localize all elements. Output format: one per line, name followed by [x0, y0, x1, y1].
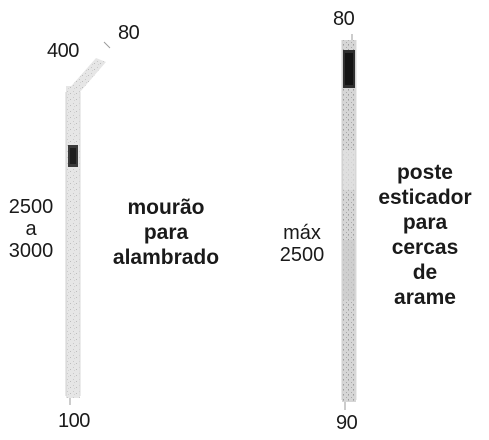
mourao-caption-line2: para	[143, 221, 189, 244]
poste-length-label: máx 2500	[276, 222, 328, 266]
poste-bottom-dimension: 90	[336, 412, 358, 434]
mourao-length-line3: 3000	[8, 240, 54, 262]
mourao-post	[65, 41, 111, 405]
mourao-bottom-dimension: 100	[58, 410, 90, 432]
poste-caption-line6: arame	[394, 286, 456, 309]
poste-caption-line4: cercas	[391, 236, 459, 259]
mourao-caption-line1: mourão	[127, 196, 205, 219]
poste-caption-line5: de	[412, 261, 438, 284]
mourao-length-label: 2500 a 3000	[4, 196, 58, 262]
mourao-top-arm	[66, 58, 106, 92]
poste-length-line2: 2500	[279, 244, 325, 266]
poste-top-dimension: 80	[333, 8, 355, 30]
poste-caption-line3: para	[402, 211, 448, 234]
poste-caption-line1: poste	[396, 161, 453, 184]
mourao-tip-tick	[103, 41, 111, 49]
mourao-length-line2: a	[25, 218, 37, 240]
mourao-caption: mourão para alambrado	[96, 195, 236, 270]
poste-shaft	[342, 40, 356, 402]
mourao-tip-dimension: 80	[118, 22, 140, 44]
poste-caption-line2: esticador	[378, 186, 472, 209]
mourao-top-dimension: 400	[47, 40, 79, 62]
poste-post	[341, 34, 357, 410]
poste-length-line1: máx	[283, 222, 321, 244]
mourao-length-line1: 2500	[8, 196, 54, 218]
poste-caption: poste esticador para cercas de arame	[366, 160, 484, 310]
mourao-caption-line3: alambrado	[112, 246, 220, 269]
mourao-shaft	[66, 86, 80, 398]
